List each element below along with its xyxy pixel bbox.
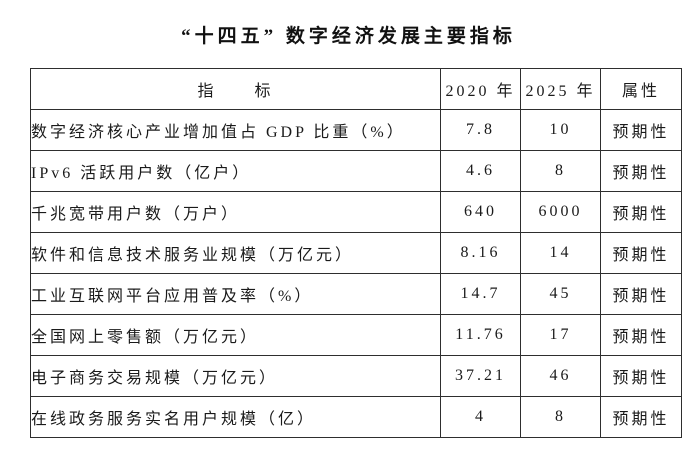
- value-2025-cell: 8: [520, 150, 601, 192]
- indicator-cell: 千兆宽带用户数（万户）: [30, 191, 441, 233]
- attribute-cell: 预期性: [600, 314, 682, 356]
- table-row: 电子商务交易规模（万亿元） 37.21 46 预期性: [30, 355, 682, 397]
- column-header-2020: 2020 年: [440, 68, 521, 110]
- column-header-indicator: 指 标: [30, 68, 441, 110]
- value-2025-cell: 45: [520, 273, 601, 315]
- header-row: 指 标 2020 年 2025 年 属性: [30, 68, 682, 110]
- value-2025-cell: 6000: [520, 191, 601, 233]
- table-row: 数字经济核心产业增加值占 GDP 比重（%） 7.8 10 预期性: [30, 109, 682, 151]
- value-2025-cell: 14: [520, 232, 601, 274]
- attribute-cell: 预期性: [600, 396, 682, 438]
- indicators-table: 指 标 2020 年 2025 年 属性 数字经济核心产业增加值占 GDP 比重…: [30, 68, 682, 438]
- value-2025-cell: 17: [520, 314, 601, 356]
- value-2020-cell: 4.6: [440, 150, 521, 192]
- table-row: 千兆宽带用户数（万户） 640 6000 预期性: [30, 191, 682, 233]
- value-2025-cell: 10: [520, 109, 601, 151]
- attribute-cell: 预期性: [600, 355, 682, 397]
- table-row: 工业互联网平台应用普及率（%） 14.7 45 预期性: [30, 273, 682, 315]
- indicator-cell: 软件和信息技术服务业规模（万亿元）: [30, 232, 441, 274]
- value-2025-cell: 8: [520, 396, 601, 438]
- table-row: IPv6 活跃用户数（亿户） 4.6 8 预期性: [30, 150, 682, 192]
- attribute-cell: 预期性: [600, 191, 682, 233]
- table-row: 在线政务服务实名用户规模（亿） 4 8 预期性: [30, 396, 682, 438]
- column-header-2025: 2025 年: [520, 68, 601, 110]
- attribute-cell: 预期性: [600, 109, 682, 151]
- indicator-cell: 在线政务服务实名用户规模（亿）: [30, 396, 441, 438]
- value-2020-cell: 640: [440, 191, 521, 233]
- table-row: 全国网上零售额（万亿元） 11.76 17 预期性: [30, 314, 682, 356]
- table-title: “十四五” 数字经济发展主要指标: [181, 26, 516, 47]
- attribute-cell: 预期性: [600, 150, 682, 192]
- value-2025-cell: 46: [520, 355, 601, 397]
- indicator-cell: 工业互联网平台应用普及率（%）: [30, 273, 441, 315]
- value-2020-cell: 7.8: [440, 109, 521, 151]
- value-2020-cell: 4: [440, 396, 521, 438]
- table-row: 软件和信息技术服务业规模（万亿元） 8.16 14 预期性: [30, 232, 682, 274]
- value-2020-cell: 37.21: [440, 355, 521, 397]
- indicator-cell: 全国网上零售额（万亿元）: [30, 314, 441, 356]
- indicator-cell: 电子商务交易规模（万亿元）: [30, 355, 441, 397]
- value-2020-cell: 11.76: [440, 314, 521, 356]
- indicator-cell: 数字经济核心产业增加值占 GDP 比重（%）: [30, 109, 441, 151]
- attribute-cell: 预期性: [600, 232, 682, 274]
- value-2020-cell: 8.16: [440, 232, 521, 274]
- column-header-attribute: 属性: [600, 68, 682, 110]
- indicator-cell: IPv6 活跃用户数（亿户）: [30, 150, 441, 192]
- value-2020-cell: 14.7: [440, 273, 521, 315]
- attribute-cell: 预期性: [600, 273, 682, 315]
